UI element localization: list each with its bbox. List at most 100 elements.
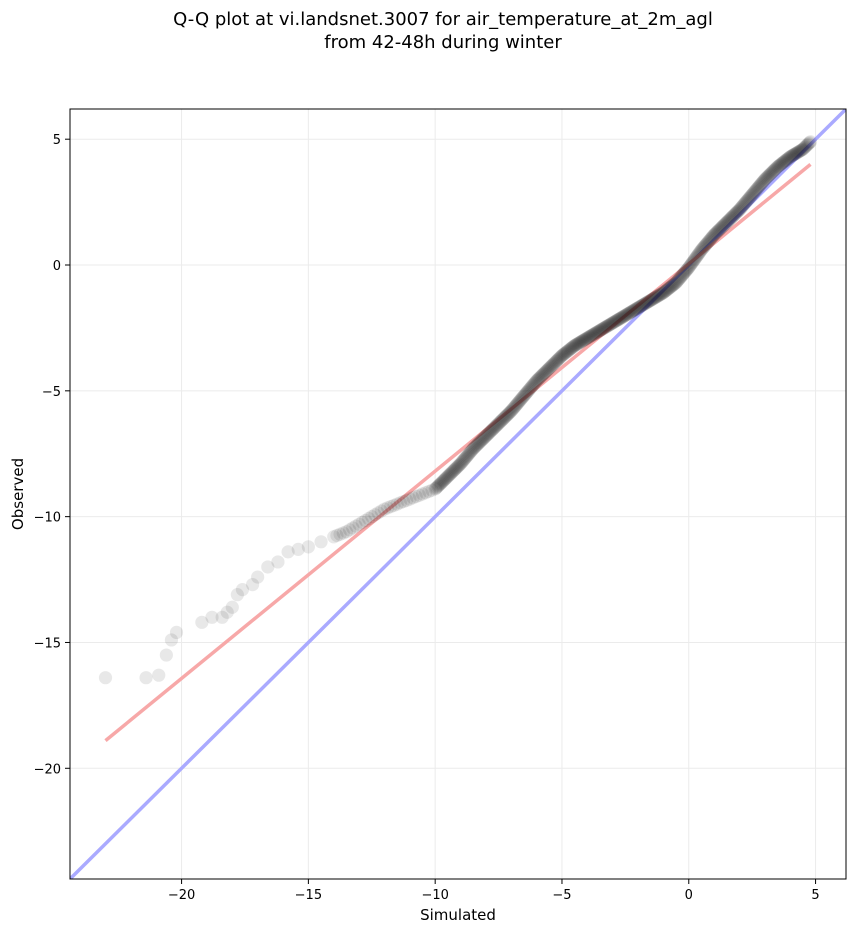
- qq-point: [769, 162, 783, 176]
- qq-point: [483, 425, 498, 439]
- y-tick-label: −5: [42, 385, 61, 400]
- qq-point: [615, 310, 629, 325]
- qq-point: [301, 540, 315, 554]
- qq-point: [796, 142, 810, 156]
- qq-point: [604, 317, 618, 331]
- qq-point: [640, 295, 654, 309]
- qq-point: [495, 413, 509, 427]
- qq-point: [487, 421, 501, 435]
- qq-point: [508, 400, 522, 414]
- qq-point: [648, 290, 662, 305]
- qq-point: [715, 220, 729, 234]
- qq-point: [683, 259, 697, 273]
- qq-point: [507, 401, 521, 415]
- qq-point: [442, 468, 456, 483]
- qq-point: [457, 452, 471, 467]
- qq-point: [724, 211, 738, 225]
- qq-point: [773, 158, 787, 172]
- qq-point: [572, 336, 586, 350]
- qq-point: [527, 377, 541, 391]
- qq-point: [564, 341, 578, 356]
- qq-point: [645, 292, 660, 306]
- qq-point: [685, 255, 699, 270]
- qq-point: [697, 240, 711, 254]
- qq-point: [661, 282, 675, 296]
- qq-point: [637, 297, 651, 311]
- qq-point: [635, 298, 650, 312]
- qq-point: [447, 463, 461, 477]
- qq-point: [684, 257, 699, 271]
- qq-point: [521, 383, 536, 398]
- qq-point: [458, 451, 472, 466]
- qq-point: [514, 392, 528, 406]
- qq-point: [384, 499, 398, 514]
- qq-point: [710, 225, 724, 239]
- qq-point: [512, 394, 527, 408]
- qq-point: [618, 308, 632, 322]
- qq-point: [472, 436, 486, 450]
- qq-point: [664, 280, 678, 294]
- qq-point: [482, 425, 497, 440]
- qq-point: [699, 237, 713, 252]
- qq-point: [436, 474, 450, 488]
- qq-point: [561, 343, 575, 358]
- qq-point: [776, 155, 790, 170]
- qq-point: [728, 207, 742, 221]
- qq-point: [491, 417, 505, 432]
- qq-point: [626, 304, 640, 318]
- qq-point: [744, 189, 758, 203]
- qq-point: [635, 299, 649, 313]
- qq-point: [330, 528, 344, 543]
- qq-point: [770, 160, 785, 174]
- qq-point: [717, 218, 731, 232]
- qq-point: [800, 138, 814, 153]
- qq-point: [358, 513, 373, 528]
- qq-point: [722, 213, 736, 228]
- qq-point: [787, 148, 801, 162]
- qq-point: [599, 320, 613, 334]
- qq-point: [780, 152, 795, 166]
- x-tick-label: 0: [685, 888, 693, 903]
- qq-point: [660, 283, 674, 297]
- qq-point: [711, 224, 725, 238]
- qq-point: [799, 139, 813, 154]
- qq-point: [770, 161, 784, 175]
- qq-point: [535, 368, 549, 382]
- qq-point: [767, 163, 781, 178]
- qq-point: [752, 179, 767, 193]
- qq-point: [731, 204, 745, 219]
- qq-point: [552, 351, 566, 365]
- qq-point: [462, 446, 477, 460]
- qq-point: [501, 407, 515, 422]
- qq-point: [349, 519, 363, 533]
- qq-point: [513, 393, 527, 407]
- x-tick-label: −5: [552, 888, 571, 903]
- qq-point: [641, 295, 655, 309]
- qq-point: [471, 437, 485, 451]
- qq-point: [98, 671, 113, 685]
- qq-point: [736, 198, 750, 212]
- qq-point: [488, 420, 502, 434]
- qq-point: [779, 153, 794, 167]
- x-tick-label: −15: [295, 888, 322, 903]
- qq-point: [377, 502, 392, 516]
- qq-point: [669, 276, 683, 290]
- qq-point: [756, 175, 770, 189]
- qq-point: [484, 424, 498, 438]
- qq-point: [490, 418, 504, 432]
- qq-point: [510, 397, 524, 412]
- qq-point: [506, 402, 520, 416]
- qq-point: [586, 328, 600, 342]
- qq-point: [431, 479, 445, 493]
- qq-point: [592, 324, 606, 338]
- qq-point: [387, 498, 401, 512]
- qq-point: [733, 201, 748, 216]
- qq-point: [550, 353, 565, 367]
- qq-point: [520, 386, 534, 400]
- qq-point: [672, 272, 686, 286]
- qq-point: [766, 164, 780, 178]
- x-tick-label: −20: [168, 888, 195, 903]
- qq-point: [558, 346, 572, 361]
- qq-point: [529, 375, 543, 389]
- qq-point: [679, 264, 693, 278]
